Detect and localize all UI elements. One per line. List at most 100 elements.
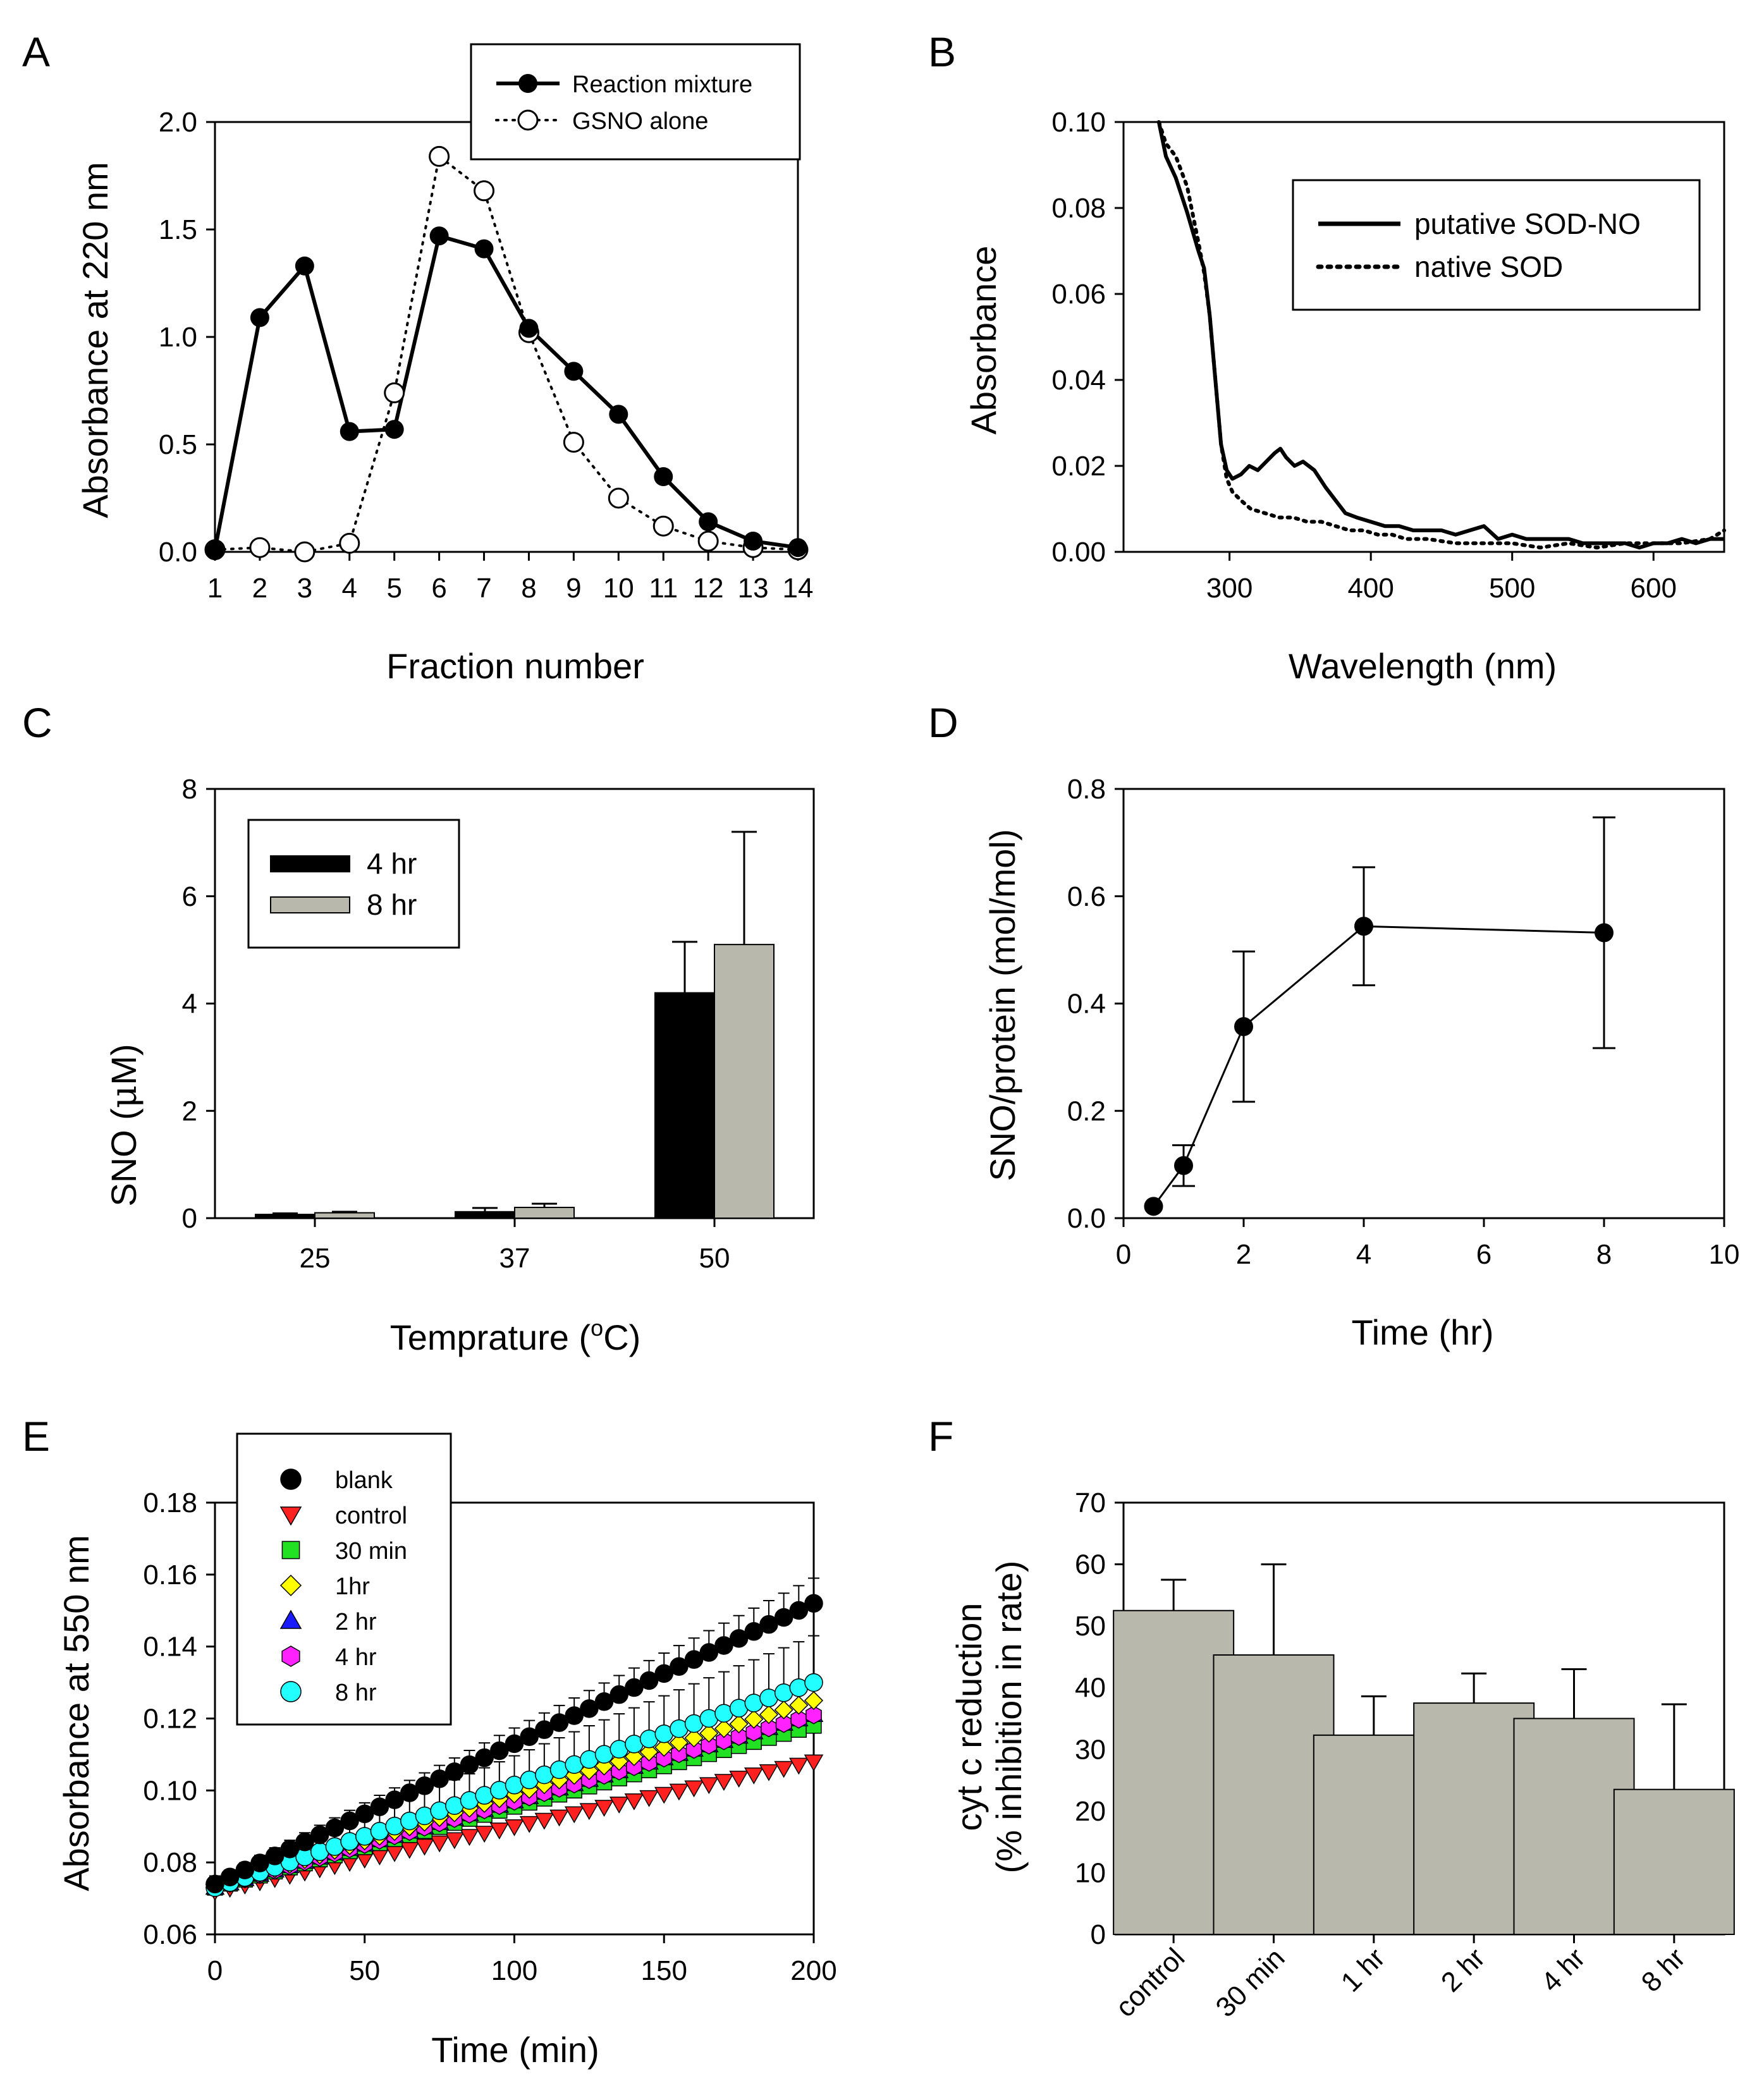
panel-a-y-tick-label: 2.0 (159, 107, 197, 138)
panel-a: A Fraction number Absorbance at 220 nm 0… (22, 28, 813, 686)
panel-e-x-tick-label: 200 (790, 1955, 836, 1986)
panel-a-gsno-point (384, 382, 405, 403)
panel-a-gsno-point (563, 432, 584, 453)
panel-e-legend-marker-30-min (281, 1541, 300, 1560)
panel-b-legend-box (1292, 179, 1701, 311)
panel-a-legend: Reaction mixture GSNO alone (470, 43, 801, 161)
panel-e-point-control (759, 1764, 779, 1781)
panel-d-y-tick-label: 0.6 (1067, 881, 1106, 912)
panel-a-y-tick-label: 0.5 (159, 429, 197, 460)
panel-e-legend-marker-4-hr (281, 1645, 300, 1667)
panel-a-reaction-point (474, 239, 494, 259)
panel-d-x-tick-label: 6 (1476, 1239, 1491, 1270)
panel-c-bar-8hr (514, 1207, 575, 1219)
panel-b-y-tick-label: 0.08 (1051, 193, 1106, 224)
panel-e-y-tick-label: 0.14 (143, 1632, 197, 1663)
panel-e-point-control (429, 1835, 450, 1853)
panel-e-x-tick-label: 150 (641, 1955, 687, 1986)
panel-c-y-axis-title: SNO (μM) (104, 1044, 145, 1206)
panel-a-reaction-point (340, 422, 359, 441)
panel-a-legend-marker-reaction (518, 74, 537, 93)
panel-c-y-tick-label: 4 (182, 989, 197, 1020)
panel-b-plot-area: 0.00 0.02 0.04 0.06 0.08 0.10 300 400 500 600 (1051, 107, 1726, 604)
panel-c-legend-box (247, 819, 460, 949)
panel-b-x-tick-label: 600 (1631, 573, 1677, 604)
panel-b-y-tick-label: 0.06 (1051, 279, 1106, 310)
panel-f-y-tick-label: 50 (1075, 1611, 1106, 1642)
panel-b: B Wavelength (nm) Absorbance 0.000.020.0… (928, 28, 1726, 686)
panel-c-legend: 4 hr 8 hr (247, 819, 460, 949)
panel-e-point-1hr (699, 1723, 719, 1743)
panel-d: D Time (hr) SNO/protein (mol/mol) 0.0 0.2… (928, 699, 1739, 1352)
panel-d-x-tick-label: 10 (1709, 1239, 1740, 1270)
panel-a-gsno-point (652, 515, 674, 537)
panel-f-y-tick-label: 20 (1075, 1796, 1106, 1827)
panel-d-x-axis-title: Time (hr) (1351, 1312, 1493, 1352)
panel-c-y-title-main: SNO ( (104, 1108, 144, 1207)
panel-e-point-1hr (789, 1695, 809, 1715)
panel-e-point-control (639, 1790, 659, 1807)
panel-c-y-tick-label: 0 (182, 1203, 197, 1234)
panel-a-gsno-point (249, 537, 271, 558)
panel-b-legend: putative SOD-NO native SOD (1292, 179, 1701, 311)
panel-b-legend-label-sodno: putative SOD-NO (1414, 207, 1641, 240)
panel-e-point-1hr (669, 1733, 689, 1752)
panel-f-y-tick-label: 70 (1075, 1487, 1106, 1518)
panel-e-point-control (549, 1809, 569, 1827)
panel-e-point-control (699, 1777, 719, 1795)
panel-e-point-1hr (729, 1714, 749, 1734)
panel-a-x-tick-label: 3 (297, 573, 312, 604)
panel-e-legend-label-control: control (335, 1503, 407, 1529)
panel-c-y-tick-label: 6 (182, 881, 197, 912)
panel-e-point-control (609, 1797, 629, 1814)
panel-c-x-title-main: Temprature ( (390, 1317, 591, 1357)
panel-a-legend-label-reaction: Reaction mixture (572, 71, 752, 98)
panel-a-gsno-point (608, 487, 629, 509)
panel-d-x-tick-label: 4 (1356, 1239, 1371, 1270)
panel-c-x-title-degree: o (591, 1315, 603, 1341)
panel-c-legend-label-8hr: 8 hr (367, 888, 417, 921)
panel-e-y-tick-label: 0.08 (143, 1847, 197, 1878)
panel-b-y-tick-label: 0.10 (1051, 107, 1106, 138)
panel-a-gsno-point (474, 180, 495, 202)
panel-d-y-tick-label: 0.4 (1067, 989, 1106, 1020)
panel-a-x-tick-label: 1 (207, 573, 223, 604)
panel-c-x-tick-label: 37 (499, 1243, 530, 1274)
panel-e-point-1hr (684, 1728, 704, 1748)
panel-d-point (1595, 923, 1614, 943)
panel-c-legend-swatch-8hr (270, 896, 350, 913)
panel-b-y-axis-title: Absorbance (964, 246, 1003, 435)
panel-a-y-tick-label: 1.5 (159, 214, 197, 245)
panel-b-x-tick-label: 500 (1489, 573, 1535, 604)
panel-c-bar-8hr (314, 1212, 375, 1219)
panel-e-point-control (654, 1786, 674, 1804)
panel-a-x-tick-label: 9 (566, 573, 581, 604)
panel-c-x-axis-title: Temprature (oC) (390, 1315, 641, 1357)
panel-c-x-title-unit: C) (603, 1317, 640, 1357)
panel-b-x-axis-title: Wavelength (nm) (1289, 646, 1557, 686)
panel-b-series-native-line (1156, 120, 1726, 550)
panel-a-letter: A (22, 28, 50, 75)
panel-e-point-1hr (714, 1719, 734, 1738)
panel-e-point-control (519, 1816, 539, 1833)
panel-c-plot-area: 0 2 4 6 8 25 37 50 (182, 774, 815, 1274)
panel-e-legend-label-2-hr: 2 hr (335, 1609, 377, 1635)
panel-e-legend-marker-8-hr (280, 1681, 302, 1702)
panel-e-plot-area: 0.06 0.08 0.10 0.12 0.14 0.16 0.18 0 50 100 150 200 (143, 1487, 836, 1986)
panel-a-reaction-point (744, 532, 763, 551)
panel-e-point-blank (804, 1594, 823, 1613)
panel-c-letter: C (22, 699, 52, 746)
panel-a-y-tick-label: 0.0 (159, 537, 197, 568)
panel-e-legend-label-8-hr: 8 hr (335, 1680, 377, 1706)
panel-e-legend-label-30-min: 30 min (335, 1538, 407, 1565)
panel-e-point-1hr (744, 1709, 764, 1729)
panel-a-reaction-point (429, 226, 449, 246)
panel-a-x-tick-label: 13 (738, 573, 769, 604)
panel-c-bar-4hr (654, 992, 715, 1219)
panel-e-point-control (714, 1774, 734, 1792)
panel-e-point-control (460, 1829, 479, 1847)
panel-e-point-control (579, 1803, 599, 1821)
panel-a-reaction-point (384, 420, 404, 439)
panel-a-x-axis-title: Fraction number (386, 646, 644, 686)
panel-f-y-tick-label: 10 (1075, 1857, 1106, 1888)
